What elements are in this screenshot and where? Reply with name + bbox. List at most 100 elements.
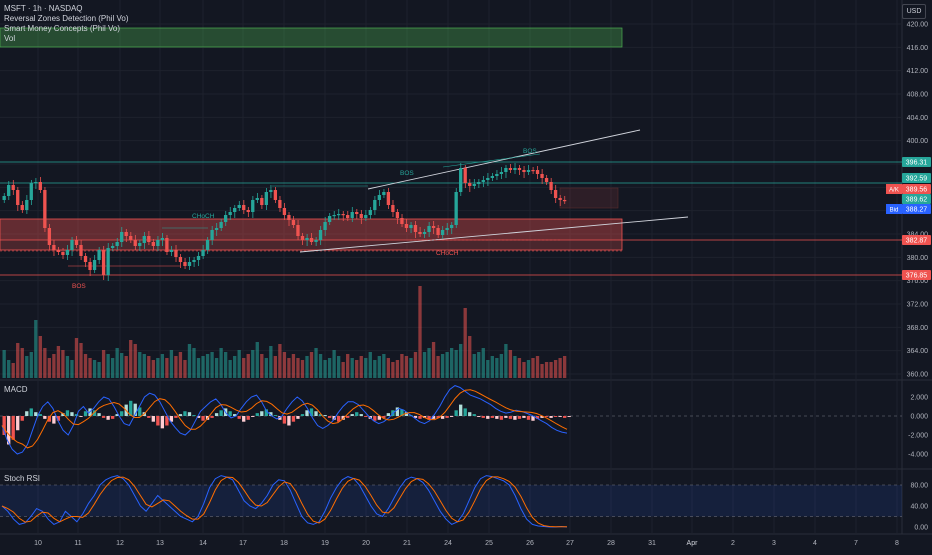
candle[interactable] — [151, 242, 155, 246]
candle[interactable] — [178, 257, 183, 262]
candle[interactable] — [454, 192, 458, 225]
candle[interactable] — [535, 170, 540, 174]
candle[interactable] — [138, 243, 142, 246]
candle[interactable] — [508, 168, 513, 170]
candle[interactable] — [400, 218, 404, 224]
candle[interactable] — [183, 262, 187, 266]
candle[interactable] — [38, 182, 42, 190]
price-label-bg[interactable] — [902, 173, 931, 183]
candle[interactable] — [156, 240, 160, 246]
price-label-bg[interactable] — [902, 270, 931, 280]
candle[interactable] — [160, 238, 165, 240]
candle[interactable] — [282, 208, 287, 215]
candle[interactable] — [318, 230, 323, 240]
candle[interactable] — [255, 198, 259, 200]
candle[interactable] — [219, 222, 223, 228]
candle[interactable] — [431, 226, 436, 228]
candle[interactable] — [237, 205, 241, 208]
demand-zone[interactable] — [0, 218, 623, 251]
candle[interactable] — [65, 250, 70, 255]
candle[interactable] — [323, 222, 327, 230]
candle[interactable] — [29, 183, 33, 200]
symbol-title[interactable]: MSFT · 1h · NASDAQ — [4, 4, 83, 13]
candle[interactable] — [192, 260, 196, 262]
price-label-bg[interactable] — [902, 235, 931, 245]
price-label-bg[interactable] — [902, 194, 931, 204]
candle[interactable] — [101, 250, 106, 275]
candle[interactable] — [11, 185, 15, 190]
price-label-bg[interactable] — [902, 184, 931, 194]
candle[interactable] — [205, 240, 210, 250]
candle[interactable] — [264, 192, 268, 205]
candle[interactable] — [314, 240, 318, 242]
candle[interactable] — [391, 205, 395, 212]
candle[interactable] — [56, 250, 61, 252]
candle[interactable] — [300, 236, 305, 240]
candle[interactable] — [504, 168, 508, 172]
candle[interactable] — [332, 215, 336, 217]
candle[interactable] — [120, 232, 124, 242]
candle[interactable] — [427, 226, 431, 232]
candle[interactable] — [463, 168, 467, 183]
candle[interactable] — [115, 242, 119, 246]
candle[interactable] — [490, 176, 494, 178]
candle[interactable] — [242, 205, 246, 210]
legend-indicator-vol[interactable]: Vol — [4, 34, 16, 43]
candle[interactable] — [287, 215, 291, 220]
candle[interactable] — [309, 238, 314, 242]
candle[interactable] — [359, 214, 363, 218]
candle[interactable] — [553, 190, 558, 198]
candle[interactable] — [106, 248, 110, 275]
price-label-bg[interactable] — [902, 204, 931, 214]
candle[interactable] — [291, 220, 296, 225]
candle[interactable] — [70, 240, 74, 250]
upper-trendline[interactable] — [367, 129, 641, 190]
candle[interactable] — [436, 228, 440, 235]
candle[interactable] — [47, 228, 52, 245]
candle[interactable] — [486, 178, 490, 180]
supply-zone[interactable] — [0, 27, 623, 48]
candle[interactable] — [481, 180, 485, 182]
candle[interactable] — [142, 236, 146, 243]
candle[interactable] — [223, 215, 228, 222]
candle[interactable] — [251, 200, 255, 212]
legend-indicator-reversal[interactable]: Reversal Zones Detection (Phil Vo) — [4, 14, 129, 23]
candle[interactable] — [526, 170, 531, 172]
candle[interactable] — [305, 238, 309, 240]
candle[interactable] — [382, 192, 386, 195]
candle[interactable] — [377, 195, 381, 200]
candle[interactable] — [147, 236, 151, 242]
candle[interactable] — [373, 200, 377, 210]
candle[interactable] — [61, 252, 65, 255]
candle[interactable] — [52, 245, 56, 250]
candle[interactable] — [97, 250, 101, 260]
candle[interactable] — [355, 212, 359, 214]
candle[interactable] — [413, 225, 418, 232]
currency-button[interactable]: USD — [902, 4, 926, 19]
candle[interactable] — [110, 246, 115, 248]
candle[interactable] — [522, 170, 526, 172]
candle[interactable] — [228, 212, 232, 215]
candle[interactable] — [368, 210, 372, 215]
candle[interactable] — [43, 190, 47, 228]
candle[interactable] — [495, 174, 499, 176]
candle[interactable] — [449, 225, 454, 228]
candle[interactable] — [386, 192, 391, 205]
candle[interactable] — [169, 250, 174, 252]
candle[interactable] — [418, 232, 422, 234]
candle[interactable] — [246, 210, 250, 212]
candle[interactable] — [459, 168, 463, 192]
candle[interactable] — [83, 256, 88, 262]
candle[interactable] — [214, 228, 219, 230]
candle[interactable] — [540, 174, 544, 178]
candle[interactable] — [364, 215, 368, 218]
candle[interactable] — [350, 212, 354, 218]
candle[interactable] — [395, 212, 400, 218]
candle[interactable] — [562, 200, 567, 202]
candle[interactable] — [88, 262, 92, 270]
candle[interactable] — [210, 230, 214, 240]
price-label-bg[interactable] — [902, 157, 931, 167]
lower-trendline[interactable] — [299, 216, 689, 253]
